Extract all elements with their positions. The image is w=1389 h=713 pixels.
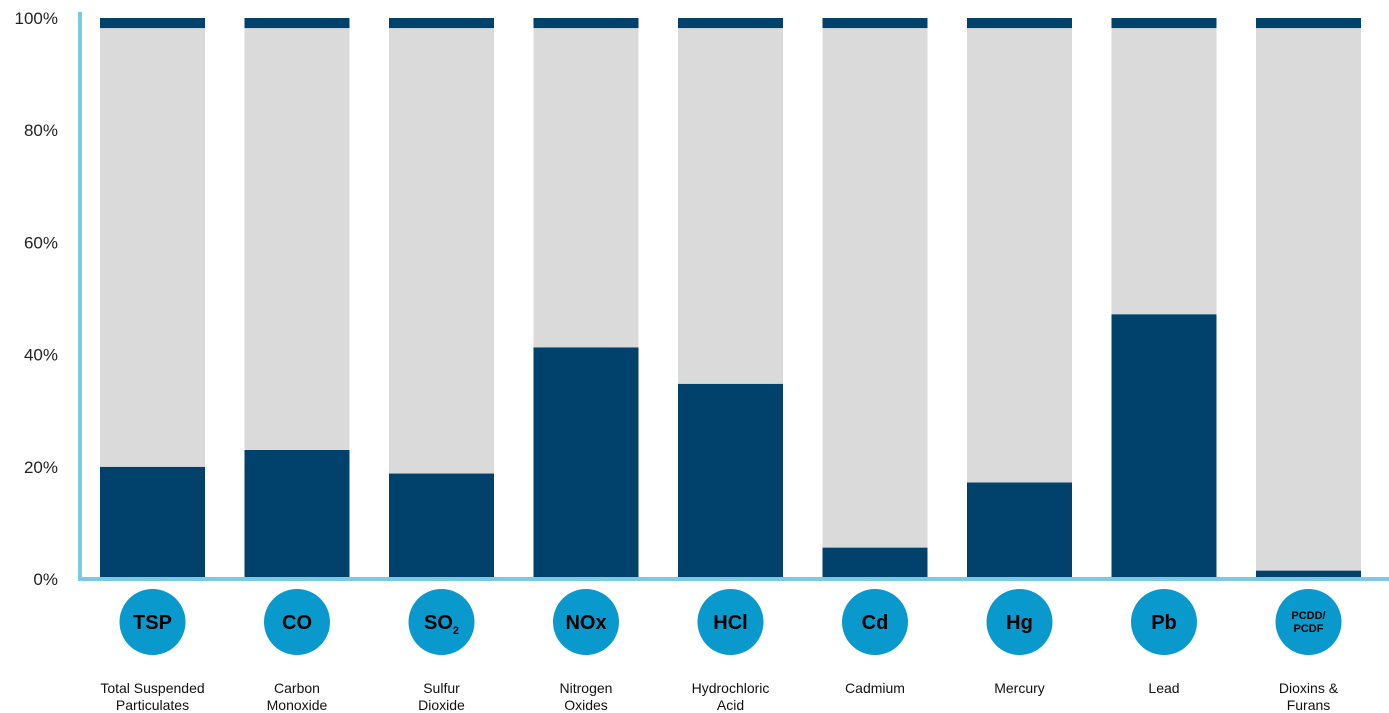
badge-text: Pb (1151, 612, 1177, 634)
category-label: Mercury (994, 680, 1045, 696)
badge-text: PCDD/ (1291, 610, 1325, 622)
bar-bottom-2 (389, 473, 494, 579)
category-badge (264, 589, 330, 655)
category-label: Oxides (564, 697, 608, 713)
bar-middle-3 (533, 28, 639, 348)
bar-top-5 (822, 18, 928, 29)
badge-text: PCDF (1294, 623, 1324, 635)
category-label: Furans (1287, 697, 1331, 713)
category-badge (842, 589, 908, 655)
category-label: Particulates (116, 697, 189, 713)
bar-bottom-8 (1256, 570, 1361, 579)
category-label: Dioxins & (1279, 680, 1339, 696)
y-axis: 0% 20% 40% 60% 80% 100% (15, 9, 82, 589)
y-tick-label: 0% (33, 570, 58, 589)
badge-text: SO2 (424, 612, 459, 637)
bar-top-0 (100, 18, 205, 29)
bar-top-3 (533, 18, 639, 29)
category-label: Total Suspended (100, 680, 204, 696)
category-badge (1275, 589, 1342, 655)
category-badge (408, 589, 475, 655)
bar-bottom-1 (244, 449, 350, 579)
badge-text: NOx (565, 612, 606, 634)
y-tick-label: 60% (24, 233, 58, 252)
category-label: Dioxide (418, 697, 465, 713)
bar-top-2 (389, 18, 494, 29)
bar-middle-4 (678, 28, 783, 384)
category-label: Sulfur (423, 680, 460, 696)
y-tick-label: 40% (24, 346, 58, 365)
bar-bottom-5 (822, 547, 928, 579)
category-label: Carbon (274, 680, 320, 696)
bar-bottom-7 (1111, 314, 1217, 579)
bar-bottom-0 (100, 466, 205, 579)
category-label: Acid (717, 697, 744, 713)
bar-top-8 (1256, 18, 1361, 29)
y-tick-label: 20% (24, 458, 58, 477)
bar-bottom-4 (678, 383, 783, 579)
bar-middle-2 (389, 28, 494, 474)
badge-text: CO (282, 612, 312, 634)
bar-middle-8 (1256, 28, 1361, 571)
category-label: Cadmium (845, 680, 905, 696)
category-label: Hydrochloric (692, 680, 770, 696)
badge-text: TSP (133, 612, 172, 634)
category-badge (1131, 589, 1197, 655)
badge-text: Hg (1006, 612, 1033, 634)
category-label: Lead (1148, 680, 1179, 696)
badge-text: HCl (713, 612, 747, 634)
badge-text: Cd (862, 612, 889, 634)
bar-top-1 (244, 18, 350, 29)
bar-middle-6 (967, 28, 1072, 483)
category-label: Monoxide (267, 697, 328, 713)
category-badge (553, 589, 619, 655)
bar-bottom-3 (533, 347, 639, 579)
bar-middle-7 (1111, 28, 1217, 315)
category-badge (986, 589, 1053, 655)
bar-top-6 (967, 18, 1072, 29)
bar-middle-1 (244, 28, 350, 450)
bar-middle-0 (100, 28, 205, 467)
category-badge (119, 589, 186, 655)
bar-middle-5 (822, 28, 928, 548)
category-label: Nitrogen (560, 680, 613, 696)
category-badge (697, 589, 764, 655)
bar-top-4 (678, 18, 783, 29)
bars-group (100, 18, 1361, 579)
y-tick-label: 100% (15, 9, 58, 28)
y-tick-label: 80% (24, 121, 58, 140)
bar-top-7 (1111, 18, 1217, 29)
bar-bottom-6 (967, 482, 1072, 579)
category-badges: TSP CO SO2 NOx HCl Cd Hg Pb PCDD/PCDF (119, 589, 1342, 655)
